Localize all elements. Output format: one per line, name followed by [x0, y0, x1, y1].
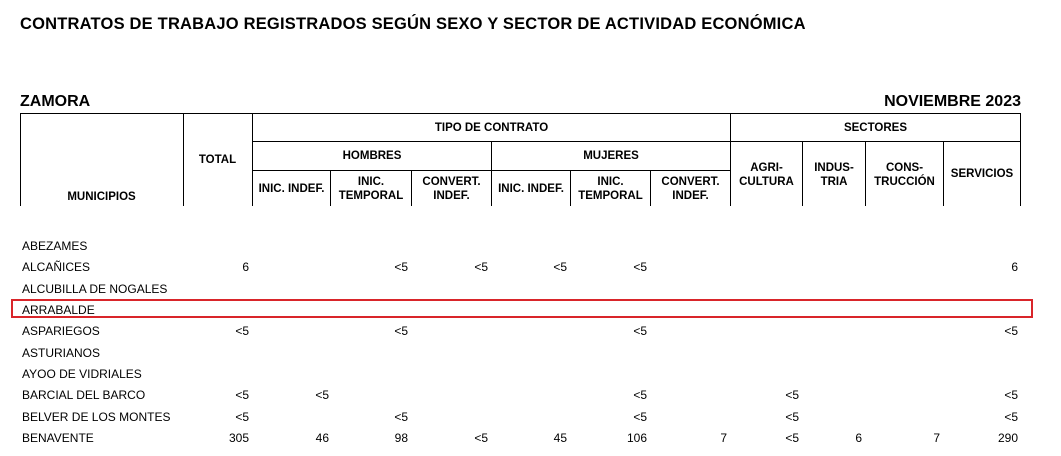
municipio-name: ALCUBILLA DE NOGALES: [22, 282, 168, 296]
cell-total: <5: [235, 410, 249, 424]
header-divider-2: [253, 170, 731, 171]
header-m-inic-temporal: INIC. TEMPORAL: [578, 176, 643, 202]
cell-m-inic-temporal: <5: [633, 410, 647, 424]
report-title: CONTRATOS DE TRABAJO REGISTRADOS SEGÚN S…: [20, 15, 806, 33]
col-line: [570, 170, 571, 206]
col-line: [1020, 113, 1021, 206]
cell-industria: 6: [855, 431, 862, 445]
cell-m-inic-temporal: <5: [633, 324, 647, 338]
cell-servicios: <5: [1004, 410, 1018, 424]
cell-agricultura: <5: [785, 410, 799, 424]
municipio-name: AYOO DE VIDRIALES: [22, 367, 142, 381]
table-row: ABEZAMES: [22, 237, 1022, 257]
cell-servicios: 6: [1011, 260, 1018, 274]
header-h-inic-indef: INIC. INDEF.: [258, 183, 325, 195]
header-agricultura: AGRI- CULTURA: [739, 162, 794, 188]
table-row[interactable]: ARRABALDE: [22, 301, 1022, 321]
municipio-name: ALCAÑICES: [22, 260, 91, 274]
cell-m-inic-temporal: 106: [626, 431, 647, 445]
cell-construccion: 7: [933, 431, 940, 445]
highlight-box: [11, 299, 1033, 318]
col-line: [411, 170, 412, 206]
cell-h-inic-indef: 46: [315, 431, 329, 445]
col-line: [20, 113, 21, 206]
municipio-name: ABEZAMES: [22, 239, 88, 253]
cell-h-inic-temporal: <5: [394, 410, 408, 424]
header-h-inic-temporal: INIC. TEMPORAL: [338, 176, 404, 202]
municipio-name: ASPARIEGOS: [22, 324, 100, 338]
col-line: [650, 170, 651, 206]
cell-m-inic-indef: <5: [553, 260, 567, 274]
col-line: [943, 141, 944, 206]
cell-agricultura: <5: [785, 388, 799, 402]
municipio-name: ARRABALDE: [22, 303, 95, 317]
header-tipo-contrato: TIPO DE CONTRATO: [434, 122, 549, 134]
header-m-convert-indef: CONVERT. INDEF.: [661, 176, 720, 202]
cell-m-inic-indef: 45: [553, 431, 567, 445]
table-row: BARCIAL DEL BARCO <5 <5 <5 <5 <5: [22, 386, 1022, 406]
header-industria: INDUS- TRIA: [814, 162, 854, 188]
cell-total: 6: [242, 260, 249, 274]
header-top-border: [20, 113, 1021, 114]
col-line: [730, 113, 731, 206]
cell-servicios: 290: [997, 431, 1018, 445]
header-divider-1: [253, 141, 1021, 142]
header-construccion: CONS- TRUCCIÓN: [874, 162, 935, 188]
header-total: TOTAL: [198, 154, 237, 166]
header-servicios: SERVICIOS: [950, 168, 1014, 180]
col-line: [252, 113, 253, 206]
table-row: ASTURIANOS: [22, 344, 1022, 364]
table-row: BELVER DE LOS MONTES <5 <5 <5 <5 <5: [22, 408, 1022, 428]
cell-h-inic-indef: <5: [315, 388, 329, 402]
header-sectores: SECTORES: [843, 122, 908, 134]
table-row: AYOO DE VIDRIALES: [22, 365, 1022, 385]
cell-agricultura: <5: [785, 431, 799, 445]
table-row: BENAVENTE 305 46 98 <5 45 106 7 <5 6 7 2…: [22, 429, 1022, 449]
header-hombres: HOMBRES: [342, 150, 402, 162]
cell-h-inic-temporal: <5: [394, 260, 408, 274]
cell-h-inic-temporal: <5: [394, 324, 408, 338]
cell-h-convert: <5: [474, 431, 488, 445]
table-row: ASPARIEGOS <5 <5 <5 <5: [22, 322, 1022, 342]
header-m-inic-indef: INIC. INDEF.: [498, 183, 564, 195]
table-row: ALCUBILLA DE NOGALES: [22, 280, 1022, 300]
municipio-name: BELVER DE LOS MONTES: [22, 410, 171, 424]
cell-servicios: <5: [1004, 324, 1018, 338]
col-line: [491, 141, 492, 206]
municipio-name: ASTURIANOS: [22, 346, 101, 360]
col-line: [802, 141, 803, 206]
cell-m-inic-temporal: <5: [633, 260, 647, 274]
cell-total: <5: [235, 324, 249, 338]
header-mujeres: MUJERES: [583, 150, 639, 162]
cell-m-convert: 7: [720, 431, 727, 445]
municipio-name: BARCIAL DEL BARCO: [22, 388, 146, 402]
col-line: [330, 170, 331, 206]
col-line: [183, 113, 184, 206]
province-name: ZAMORA: [20, 93, 91, 110]
cell-m-inic-temporal: <5: [633, 388, 647, 402]
cell-servicios: <5: [1004, 388, 1018, 402]
cell-h-inic-temporal: 98: [394, 431, 408, 445]
municipio-name: BENAVENTE: [22, 431, 94, 445]
header-h-convert-indef: CONVERT. INDEF.: [422, 176, 481, 202]
report-period: NOVIEMBRE 2023: [884, 93, 1021, 110]
cell-total: 305: [228, 431, 249, 445]
cell-total: <5: [235, 388, 249, 402]
col-line: [865, 141, 866, 206]
header-municipios: MUNICIPIOS: [67, 191, 136, 203]
table-row: ALCAÑICES 6 <5 <5 <5 <5 6: [22, 258, 1022, 278]
cell-h-convert: <5: [474, 260, 488, 274]
